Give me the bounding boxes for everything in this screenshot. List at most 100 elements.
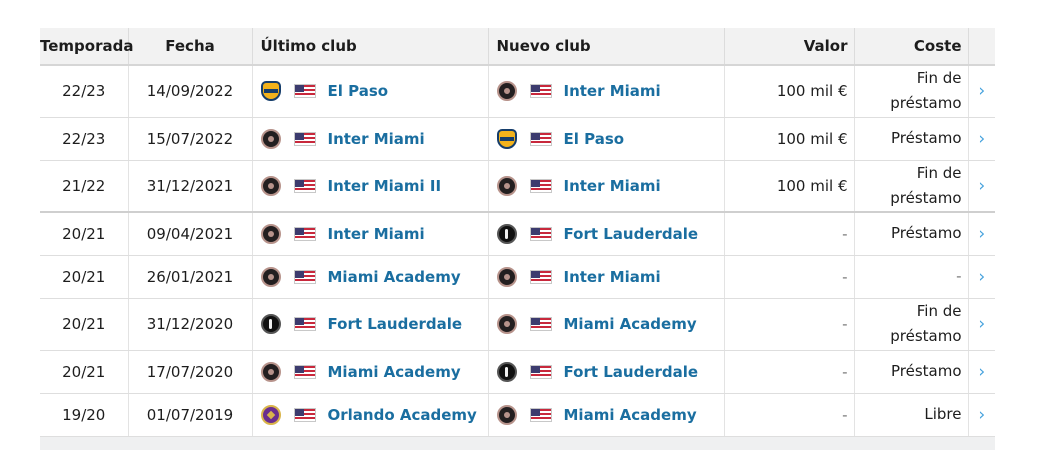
- to-club-link[interactable]: Fort Lauderdale: [563, 362, 699, 381]
- cost-label-line2: préstamo: [890, 327, 962, 345]
- table-header-row: Temporada Fecha Último club Nuevo club V…: [40, 28, 995, 66]
- el-paso-crest-icon[interactable]: [260, 81, 281, 102]
- from-club-cell: Miami Academy: [252, 255, 489, 299]
- cost-label-line2: préstamo: [890, 94, 962, 113]
- usa-flag-icon: [529, 364, 552, 379]
- inter-miami-crest-icon[interactable]: [496, 175, 517, 196]
- from-club: Miami Academy: [253, 361, 488, 382]
- value-cell: -: [724, 211, 855, 256]
- to-club-cell: Miami Academy: [488, 298, 725, 351]
- table-row[interactable]: 20/21 31/12/2020 Fort Lauderdale Miami Acad…: [40, 298, 995, 351]
- cost-label: Fin de: [916, 69, 962, 88]
- cost-label: Fin de: [916, 302, 962, 320]
- header-value: Valor: [724, 28, 855, 66]
- usa-flag-icon: [293, 407, 316, 422]
- value-cell: 100 mil €: [724, 117, 855, 161]
- value-cell: 100 mil €: [724, 160, 855, 213]
- chevron-right-icon[interactable]: ›: [968, 255, 995, 299]
- table-row[interactable]: 22/23 14/09/2022 El Paso Inter Miami 100 mil…: [40, 65, 995, 118]
- from-club-cell: Fort Lauderdale: [252, 298, 489, 351]
- header-to-club: Nuevo club: [488, 28, 725, 66]
- season-cell: 19/20: [40, 393, 129, 437]
- from-club-link[interactable]: Inter Miami: [327, 129, 425, 148]
- value-cell: -: [724, 255, 855, 299]
- to-club-link[interactable]: Miami Academy: [563, 405, 697, 424]
- usa-flag-icon: [293, 269, 316, 284]
- date-cell: 17/07/2020: [128, 350, 253, 394]
- from-club: Inter Miami: [253, 223, 488, 244]
- season-cell: 20/21: [40, 211, 129, 256]
- from-club: Inter Miami: [253, 128, 488, 149]
- to-club: Inter Miami: [489, 81, 724, 102]
- season-cell: 20/21: [40, 350, 129, 394]
- inter-miami-crest-icon[interactable]: [496, 404, 517, 425]
- fort-lauderdale-crest-icon[interactable]: [496, 361, 517, 382]
- from-club-link[interactable]: Miami Academy: [327, 267, 461, 286]
- el-paso-crest-icon[interactable]: [496, 128, 517, 149]
- from-club-link[interactable]: Orlando Academy: [327, 405, 477, 424]
- from-club-cell: El Paso: [252, 65, 489, 118]
- chevron-right-icon[interactable]: ›: [968, 298, 995, 351]
- chevron-right-icon[interactable]: ›: [968, 117, 995, 161]
- to-club-link[interactable]: El Paso: [563, 129, 625, 148]
- usa-flag-icon: [529, 317, 552, 331]
- cost-label: Libre: [924, 405, 962, 423]
- from-club-cell: Orlando Academy: [252, 393, 489, 437]
- value-cell: -: [724, 393, 855, 437]
- to-club: Miami Academy: [489, 314, 724, 334]
- inter-miami-crest-icon[interactable]: [496, 266, 517, 287]
- season-cell: 21/22: [40, 160, 129, 213]
- chevron-right-icon[interactable]: ›: [968, 65, 995, 118]
- from-club-link[interactable]: Miami Academy: [327, 362, 461, 381]
- cost-cell: Fin de préstamo: [854, 160, 969, 213]
- to-club-link[interactable]: Inter Miami: [563, 267, 661, 286]
- to-club-link[interactable]: Inter Miami: [563, 82, 661, 101]
- header-date: Fecha: [128, 28, 253, 66]
- to-club-cell: Inter Miami: [488, 160, 725, 213]
- to-club-cell: El Paso: [488, 117, 725, 161]
- inter-miami-crest-icon[interactable]: [260, 361, 281, 382]
- inter-miami-ii-crest-icon[interactable]: [260, 175, 281, 196]
- to-club-link[interactable]: Miami Academy: [563, 315, 697, 333]
- to-club-link[interactable]: Inter Miami: [563, 176, 661, 195]
- table-row[interactable]: 20/21 26/01/2021 Miami Academy Inter Miami -…: [40, 255, 995, 299]
- fort-lauderdale-crest-icon[interactable]: [496, 223, 517, 244]
- inter-miami-crest-icon[interactable]: [496, 81, 517, 102]
- chevron-right-icon[interactable]: ›: [968, 350, 995, 394]
- to-club-link[interactable]: Fort Lauderdale: [563, 224, 699, 243]
- to-club-cell: Miami Academy: [488, 393, 725, 437]
- from-club-link[interactable]: Inter Miami: [327, 224, 425, 243]
- chevron-right-icon[interactable]: ›: [968, 211, 995, 256]
- cost-label: Préstamo: [890, 224, 962, 243]
- value-cell: -: [724, 350, 855, 394]
- usa-flag-icon: [293, 226, 316, 241]
- usa-flag-icon: [529, 407, 552, 422]
- date-cell: 14/09/2022: [128, 65, 253, 118]
- usa-flag-icon: [293, 178, 316, 193]
- to-club: Inter Miami: [489, 266, 724, 287]
- inter-miami-crest-icon[interactable]: [260, 128, 281, 149]
- chevron-right-icon[interactable]: ›: [968, 393, 995, 437]
- cost-cell: -: [854, 255, 969, 299]
- inter-miami-crest-icon[interactable]: [260, 223, 281, 244]
- from-club-link[interactable]: Fort Lauderdale: [327, 315, 463, 333]
- transfer-history-table: Temporada Fecha Último club Nuevo club V…: [40, 28, 995, 437]
- table-row[interactable]: 21/22 31/12/2021 Inter Miami II Inter Miami…: [40, 160, 995, 213]
- from-club-link[interactable]: El Paso: [327, 82, 389, 101]
- from-club: Orlando Academy: [253, 404, 488, 425]
- inter-miami-crest-icon[interactable]: [260, 266, 281, 287]
- usa-flag-icon: [293, 131, 316, 146]
- table-row[interactable]: 20/21 17/07/2020 Miami Academy Fort Lauderd…: [40, 350, 995, 394]
- season-cell: 20/21: [40, 298, 129, 351]
- season-cell: 22/23: [40, 65, 129, 118]
- orlando-crest-icon[interactable]: [260, 404, 281, 425]
- to-club-cell: Inter Miami: [488, 255, 725, 299]
- table-row[interactable]: 19/20 01/07/2019 Orlando Academy Miami Acad…: [40, 393, 995, 437]
- fort-lauderdale-crest-icon[interactable]: [260, 314, 281, 334]
- inter-miami-crest-icon[interactable]: [496, 314, 517, 334]
- table-row[interactable]: 20/21 09/04/2021 Inter Miami Fort Lauderdal…: [40, 211, 995, 256]
- chevron-right-icon[interactable]: ›: [968, 160, 995, 213]
- table-row[interactable]: 22/23 15/07/2022 Inter Miami El Paso 100 mil…: [40, 117, 995, 161]
- cost-label-line2: préstamo: [890, 188, 962, 207]
- from-club-link[interactable]: Inter Miami II: [327, 176, 442, 195]
